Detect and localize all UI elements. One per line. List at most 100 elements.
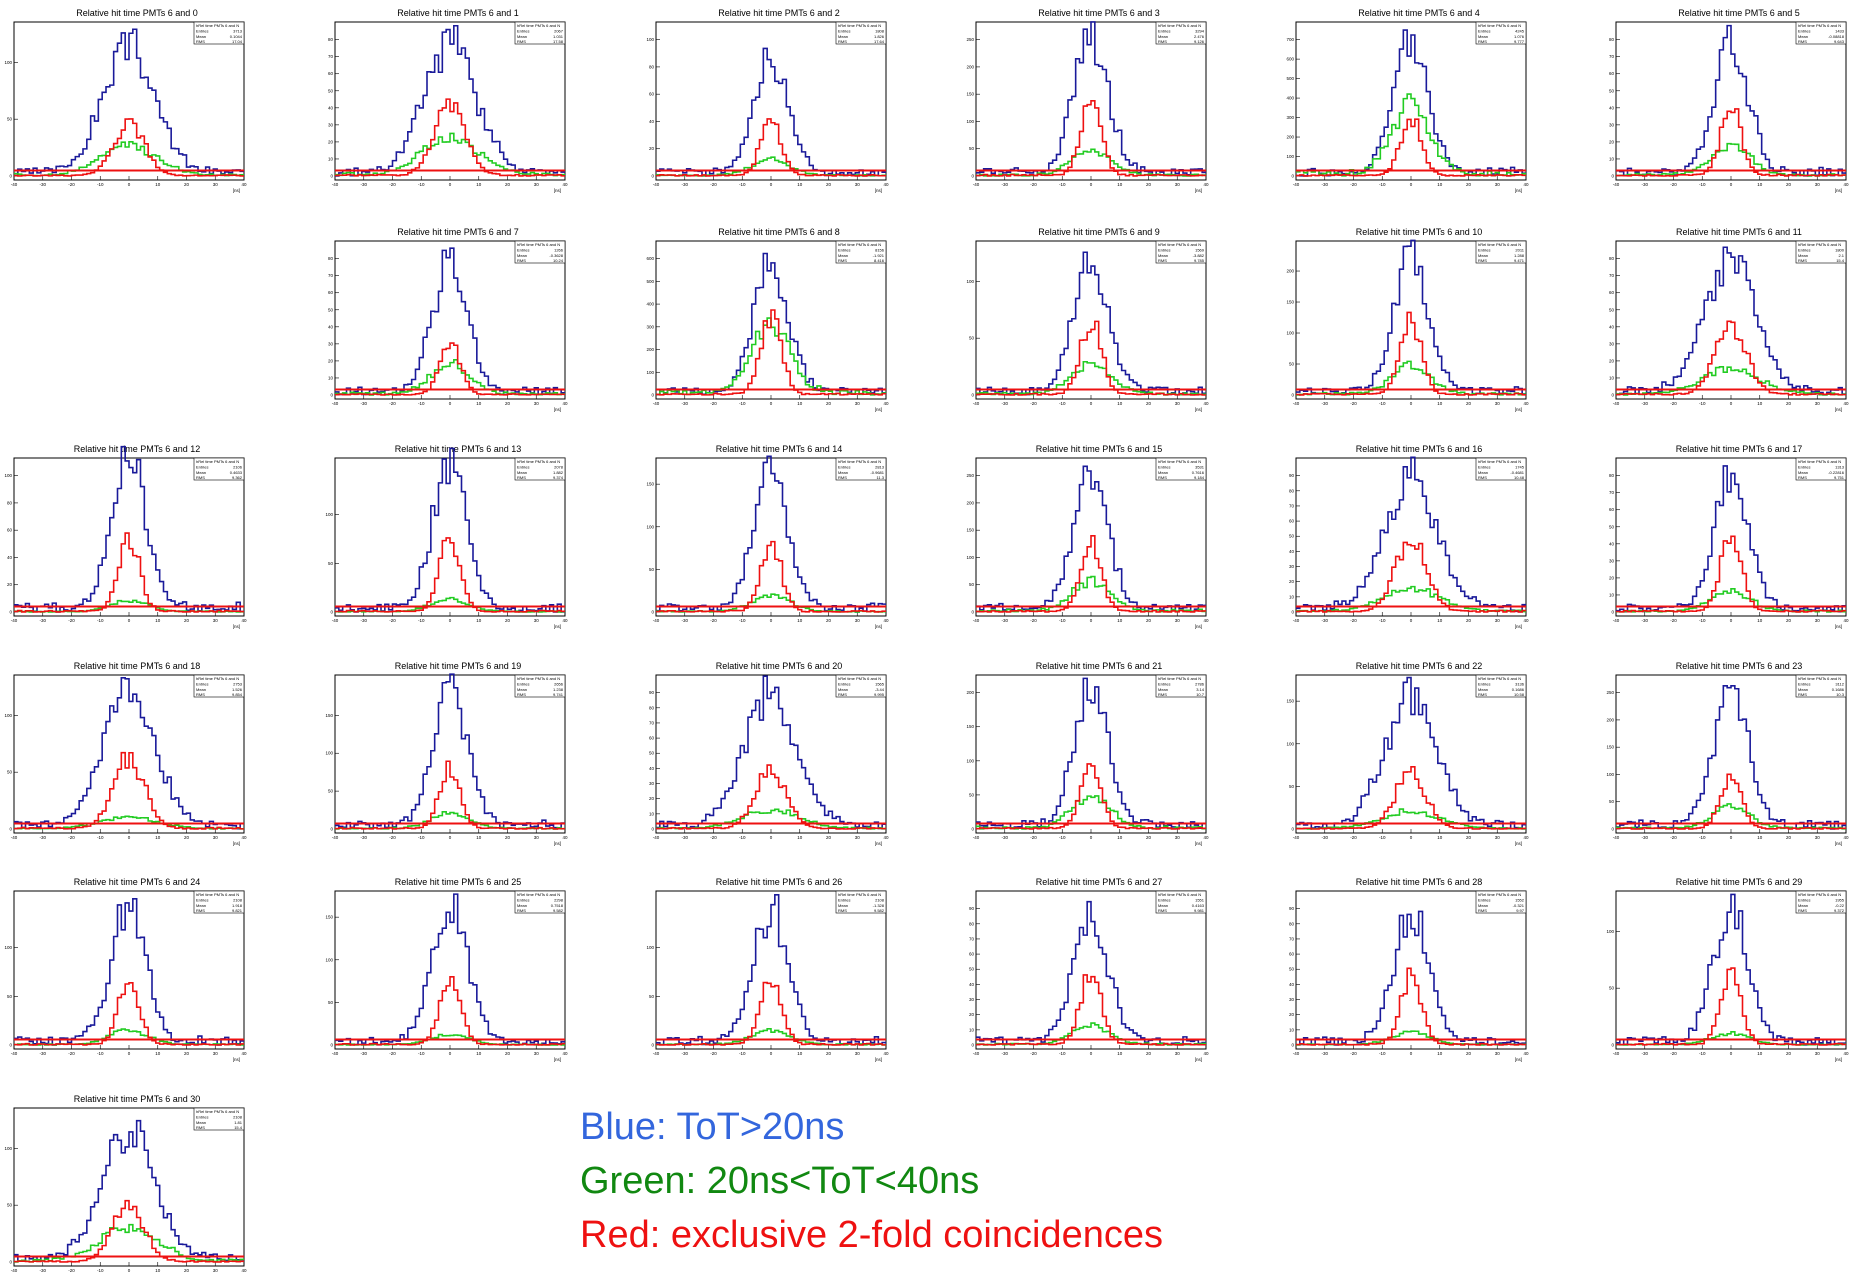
- stats-label: RMS: [196, 475, 205, 480]
- stats-value: 2108: [233, 897, 243, 902]
- x-tick-label: 20: [505, 835, 511, 840]
- x-tick-label: 40: [1203, 1051, 1209, 1056]
- x-tick-label: 0: [1410, 401, 1413, 406]
- plot-frame: [1615, 674, 1847, 834]
- stats-label: Entries: [1158, 464, 1170, 469]
- stats-value: 1955: [1835, 897, 1845, 902]
- stats-value: 2786: [1195, 681, 1205, 686]
- y-tick-label: 250: [1606, 690, 1614, 695]
- stats-label: hRel time PMTs 6 and N: [1158, 242, 1201, 247]
- y-tick-label: 150: [1286, 699, 1294, 704]
- y-tick-label: 30: [649, 781, 655, 786]
- y-tick-label: 50: [649, 751, 655, 756]
- x-tick-label: 40: [241, 618, 247, 623]
- y-tick-label: 0: [1291, 393, 1294, 398]
- stats-label: Entries: [1478, 28, 1490, 33]
- y-tick-label: 50: [969, 146, 975, 151]
- x-tick-label: 0: [1090, 401, 1093, 406]
- x-tick-label: -40: [332, 182, 339, 187]
- panel-title: Relative hit time PMTs 6 and 23: [1676, 661, 1803, 671]
- x-tick-label: 40: [1843, 835, 1849, 840]
- x-tick-label: 0: [770, 835, 773, 840]
- y-tick-label: 70: [1609, 490, 1615, 495]
- x-tick-label: 30: [855, 835, 861, 840]
- x-tick-label: -30: [360, 835, 367, 840]
- x-tick-label: -40: [653, 835, 660, 840]
- y-tick-label: 0: [1291, 827, 1294, 832]
- stats-label: Mean: [1158, 253, 1168, 258]
- y-tick-label: 0: [330, 827, 333, 832]
- stats-label: Mean: [196, 903, 206, 908]
- stats-label: Mean: [196, 470, 206, 475]
- stats-value: 2078: [554, 464, 564, 469]
- stats-label: hRel time PMTs 6 and N: [1158, 676, 1201, 681]
- plot-frame: [334, 674, 566, 834]
- histogram-panel: Relative hit time PMTs 6 and 21 hRel time…: [966, 661, 1209, 846]
- y-tick-label: 40: [1289, 549, 1295, 554]
- y-tick-label: 700: [1286, 37, 1294, 42]
- x-tick-label: -10: [1699, 401, 1706, 406]
- stats-label: Mean: [1798, 903, 1808, 908]
- x-tick-label: 30: [534, 182, 540, 187]
- x-tick-label: -20: [389, 401, 396, 406]
- stats-label: Entries: [1798, 247, 1810, 252]
- red-histogram: [14, 751, 244, 830]
- x-tick-label: -10: [97, 182, 104, 187]
- stats-label: Mean: [1478, 34, 1488, 39]
- plot-frame: [655, 457, 887, 617]
- histogram-panel: Relative hit time PMTs 6 and 12 hRel time…: [4, 444, 247, 629]
- stats-label: hRel time PMTs 6 and N: [1158, 892, 1201, 897]
- y-tick-label: 30: [969, 997, 975, 1002]
- stats-label: Mean: [1798, 470, 1808, 475]
- stats-label: Entries: [517, 897, 529, 902]
- x-tick-label: 10: [155, 1051, 161, 1056]
- x-tick-label: 40: [1203, 182, 1209, 187]
- histogram-panel: Relative hit time PMTs 6 and 29 hRel time…: [1606, 877, 1849, 1062]
- x-tick-label: 30: [855, 618, 861, 623]
- y-tick-label: 70: [1289, 936, 1295, 941]
- y-tick-label: 0: [1611, 174, 1614, 179]
- stats-label: hRel time PMTs 6 and N: [517, 676, 560, 681]
- y-tick-label: 10: [649, 811, 655, 816]
- blue-histogram: [335, 893, 565, 1046]
- stats-value: 9.995: [874, 692, 885, 697]
- stats-label: hRel time PMTs 6 and N: [1478, 892, 1521, 897]
- x-tick-label: 0: [128, 182, 131, 187]
- panel-title: Relative hit time PMTs 6 and 26: [716, 877, 843, 887]
- y-tick-label: 50: [328, 1000, 334, 1005]
- panel-title: Relative hit time PMTs 6 and 8: [718, 227, 840, 237]
- stats-value: 0.7518: [551, 903, 564, 908]
- stats-label: Mean: [1798, 34, 1808, 39]
- x-unit-label: [ns]: [233, 1057, 240, 1062]
- stats-value: 0.4163: [1192, 903, 1205, 908]
- y-tick-label: 20: [649, 796, 655, 801]
- y-tick-label: 200: [1606, 717, 1614, 722]
- stats-value: 1569: [1195, 247, 1205, 252]
- stats-box: [1155, 240, 1207, 264]
- x-tick-label: -30: [1321, 182, 1328, 187]
- stats-label: RMS: [1158, 39, 1167, 44]
- stats-label: RMS: [838, 908, 847, 913]
- stats-value: 10.48: [1514, 475, 1525, 480]
- x-tick-label: -20: [710, 401, 717, 406]
- panel-title: Relative hit time PMTs 6 and 17: [1676, 444, 1803, 454]
- y-tick-label: 50: [328, 307, 334, 312]
- y-tick-label: 20: [1609, 358, 1615, 363]
- y-tick-label: 80: [969, 921, 975, 926]
- x-unit-label: [ns]: [1195, 1057, 1202, 1062]
- x-tick-label: 30: [1815, 401, 1821, 406]
- y-tick-label: 10: [1609, 375, 1615, 380]
- stats-label: hRel time PMTs 6 and N: [838, 23, 881, 28]
- red-histogram: [1616, 967, 1846, 1046]
- stats-value: 9.582: [874, 908, 885, 913]
- x-tick-label: 20: [1146, 401, 1152, 406]
- y-tick-label: 50: [969, 792, 975, 797]
- panel-title: Relative hit time PMTs 6 and 29: [1676, 877, 1803, 887]
- stats-value: 1.076: [1514, 34, 1525, 39]
- stats-box: [1475, 457, 1527, 481]
- panel-title: Relative hit time PMTs 6 and 27: [1036, 877, 1163, 887]
- stats-label: Entries: [838, 247, 850, 252]
- stats-box: [1155, 674, 1207, 698]
- stats-box: [514, 457, 566, 481]
- x-tick-label: -10: [97, 618, 104, 623]
